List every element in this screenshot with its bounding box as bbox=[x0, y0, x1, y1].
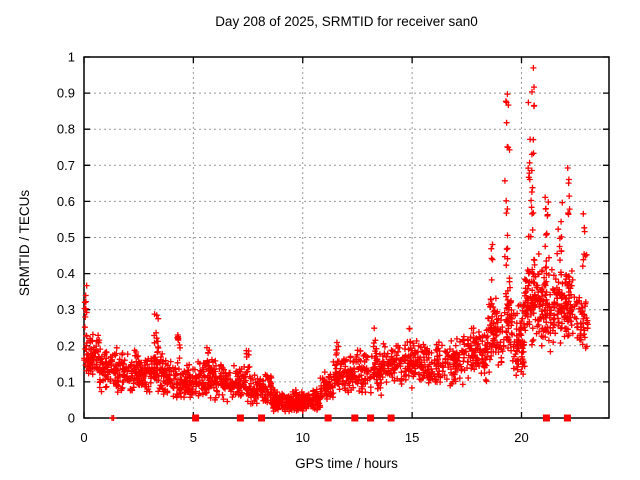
grid-lines bbox=[84, 57, 609, 418]
scatter-points bbox=[81, 64, 591, 421]
x-tick-label: 10 bbox=[296, 430, 310, 445]
zero-event-square bbox=[324, 414, 332, 422]
zero-event-square bbox=[236, 414, 244, 422]
y-tick-label: 0.7 bbox=[57, 158, 75, 173]
zero-event-square bbox=[387, 414, 395, 422]
x-tick-label: 20 bbox=[514, 430, 528, 445]
chart-title: Day 208 of 2025, SRMTID for receiver san… bbox=[215, 14, 478, 29]
y-tick-label: 0 bbox=[68, 411, 75, 426]
x-tick-label: 15 bbox=[405, 430, 419, 445]
y-tick-label: 0.6 bbox=[57, 194, 75, 209]
y-tick-label: 0.3 bbox=[57, 302, 75, 317]
zero-event-square bbox=[542, 414, 550, 422]
zero-event-square bbox=[367, 414, 375, 422]
y-tick-label: 0.4 bbox=[57, 266, 75, 281]
y-axis-label: SRMTID / TECUs bbox=[17, 189, 32, 297]
x-axis-label: GPS time / hours bbox=[295, 456, 398, 471]
x-tick-label: 0 bbox=[80, 430, 87, 445]
zero-event-square bbox=[563, 414, 571, 422]
y-tick-label: 0.8 bbox=[57, 122, 75, 137]
x-tick-label: 5 bbox=[190, 430, 197, 445]
zero-event-square bbox=[351, 414, 359, 422]
zero-event-square bbox=[192, 414, 200, 422]
y-tick-label: 0.2 bbox=[57, 338, 75, 353]
y-tick-label: 1 bbox=[68, 50, 75, 65]
y-tick-label: 0.1 bbox=[57, 374, 75, 389]
zero-event-square bbox=[258, 414, 266, 422]
y-tick-label: 0.5 bbox=[57, 230, 75, 245]
y-tick-label: 0.9 bbox=[57, 86, 75, 101]
